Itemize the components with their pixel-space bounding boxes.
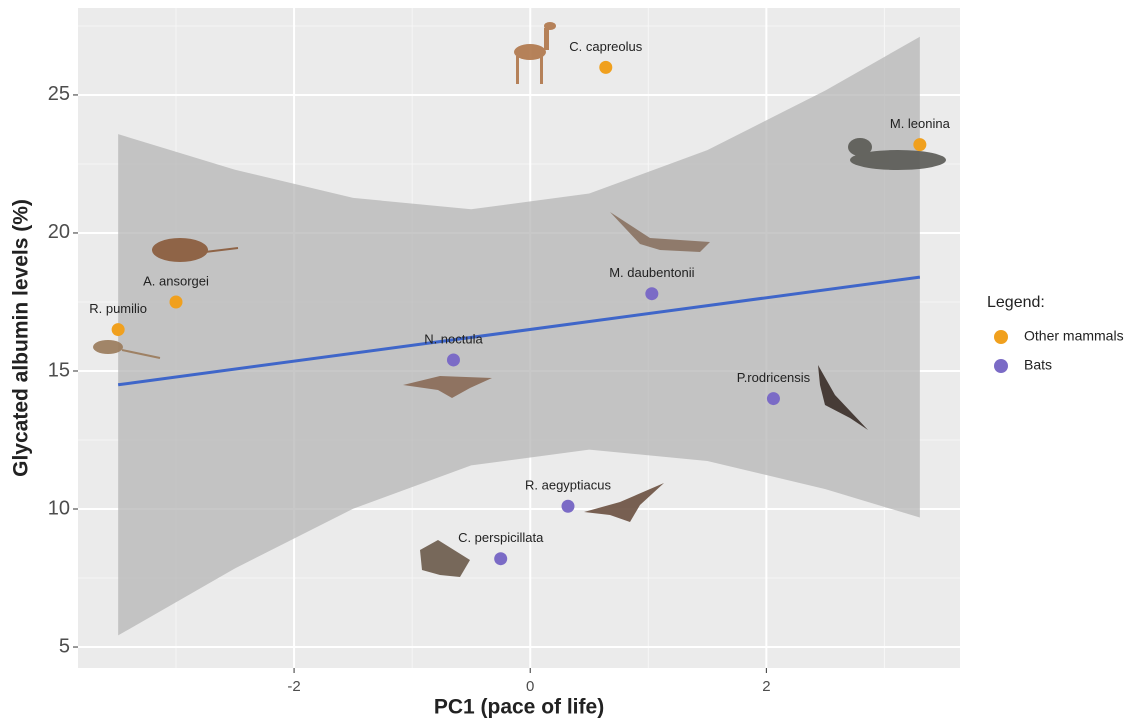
x-axis-title: PC1 (pace of life)	[434, 696, 604, 719]
point-label: N. noctula	[424, 331, 483, 346]
point-label: C. perspicillata	[458, 530, 544, 545]
point	[446, 353, 460, 367]
point	[561, 499, 575, 513]
x-tick-label: -2	[287, 678, 300, 695]
point-label: M. leonina	[890, 116, 951, 131]
y-tick-label: 25	[48, 83, 70, 105]
y-tick-label: 15	[48, 359, 70, 381]
point-label: C. capreolus	[569, 39, 642, 54]
y-axis-title: Glycated albumin levels (%)	[10, 199, 33, 477]
legend-title: Legend:	[987, 294, 1045, 311]
bat-icon	[420, 540, 470, 577]
point-label: P.rodricensis	[737, 370, 811, 385]
point	[913, 138, 927, 152]
bat-icon	[818, 365, 868, 430]
point-label: R. aegyptiacus	[525, 478, 611, 493]
legend: Other mammals Bats	[994, 328, 1124, 373]
band-layer	[118, 36, 920, 636]
deer-icon	[514, 22, 556, 84]
point	[111, 323, 125, 337]
legend-swatch	[994, 330, 1008, 344]
fit-line	[117, 275, 921, 387]
y-tick-label: 20	[48, 221, 70, 243]
bat-icon	[403, 376, 492, 398]
point-label: A. ansorgei	[143, 273, 209, 288]
animal-icons	[93, 22, 946, 577]
y-tick-label: 5	[59, 635, 70, 657]
rodent-icon	[152, 238, 239, 262]
legend-label: Other mammals	[1024, 328, 1124, 344]
bat-icon	[610, 212, 710, 252]
point-label: R. pumilio	[89, 301, 147, 316]
mouse-icon	[93, 340, 161, 359]
legend-swatch	[994, 359, 1008, 373]
confidence-band	[118, 36, 920, 636]
point	[766, 392, 780, 406]
point	[494, 552, 508, 566]
point-label: M. daubentonii	[609, 265, 694, 280]
y-tick-label: 10	[48, 497, 70, 519]
x-tick-label: 0	[526, 678, 534, 695]
x-tick-label: 2	[762, 678, 770, 695]
marks: C. capreolus M. leonina A. ansorgei R. pumi…	[89, 39, 951, 566]
legend-label: Bats	[1024, 357, 1052, 373]
point	[169, 295, 183, 309]
point	[599, 60, 613, 74]
bat-icon	[584, 483, 664, 522]
point	[645, 287, 659, 301]
seal-icon	[848, 138, 946, 170]
